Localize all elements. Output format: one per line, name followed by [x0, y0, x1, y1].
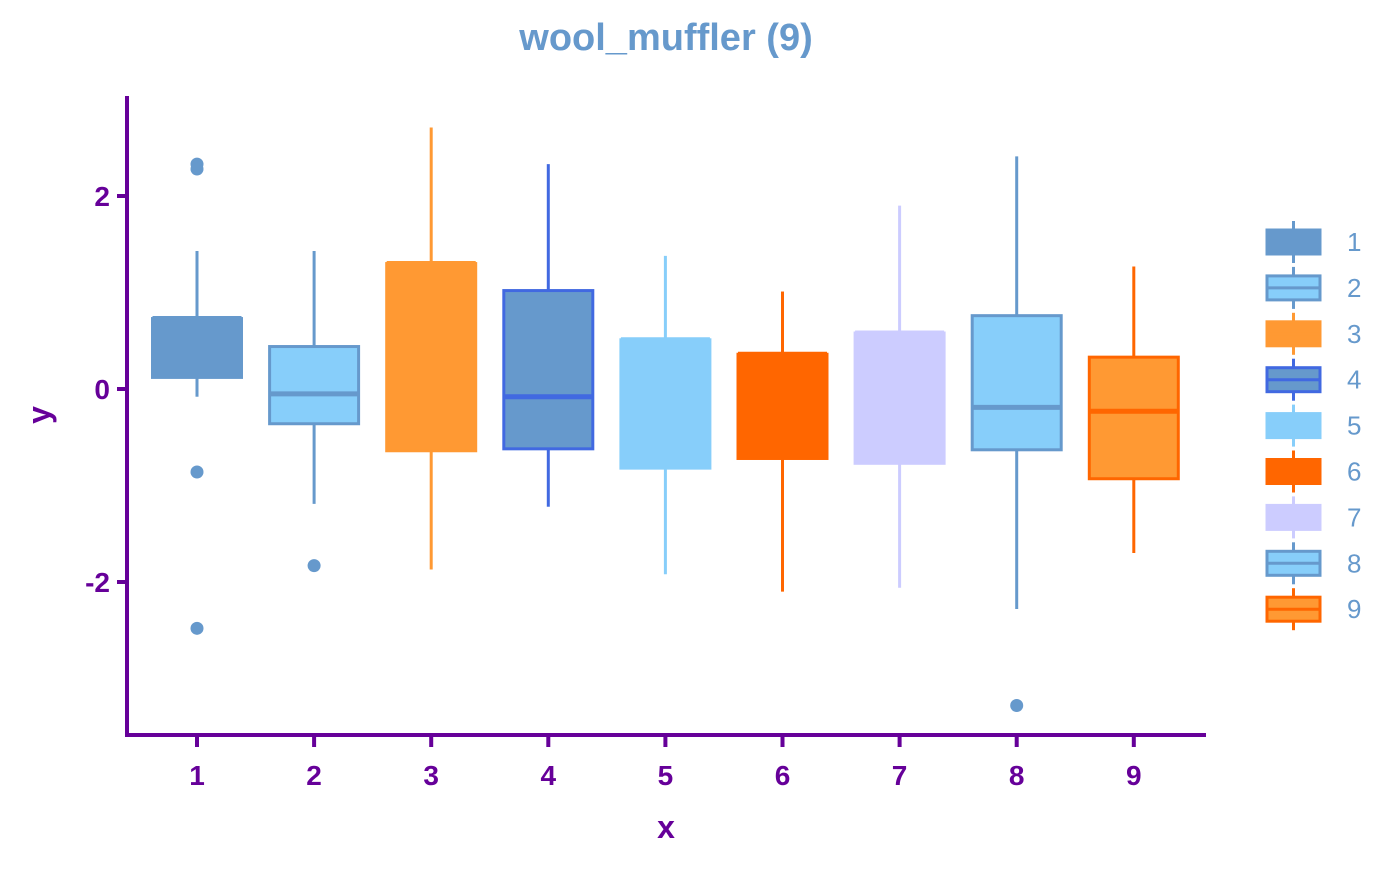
x-tick-label: 3	[423, 760, 439, 791]
y-tick-label: -2	[85, 567, 110, 598]
outlier-point	[190, 162, 204, 176]
legend-label: 7	[1347, 502, 1361, 532]
x-tick-label: 5	[658, 760, 674, 791]
y-tick-label: 2	[94, 181, 110, 212]
outlier-point	[190, 465, 204, 479]
x-tick-label: 1	[189, 760, 205, 791]
legend-item-8: 8	[1265, 542, 1361, 585]
x-tick-label: 8	[1009, 760, 1025, 791]
box-group-4	[502, 164, 595, 507]
legend-item-9: 9	[1265, 588, 1361, 631]
legend-item-2: 2	[1265, 266, 1361, 309]
box	[268, 345, 361, 426]
legend-item-6: 6	[1265, 450, 1361, 493]
x-axis-title: x	[657, 809, 675, 845]
legend: 1 2 3 4 5 6 7 8 9	[1265, 221, 1361, 631]
box	[736, 352, 829, 460]
box	[619, 338, 712, 470]
x-tick-label: 9	[1126, 760, 1142, 791]
outlier-point	[190, 621, 204, 635]
box	[151, 317, 243, 379]
x-axis-ticks: 1 2 3 4 5 6 7 8 9	[189, 735, 1142, 791]
legend-label: 3	[1347, 319, 1361, 349]
legend-item-1: 1	[1265, 221, 1361, 263]
x-tick-label: 7	[892, 760, 908, 791]
legend-label: 5	[1347, 411, 1361, 441]
box-group-8	[970, 156, 1063, 713]
box-group-5	[619, 255, 712, 575]
box-group-6	[736, 291, 829, 592]
box	[970, 314, 1063, 452]
box-group-1	[151, 157, 243, 635]
box	[1087, 355, 1180, 481]
y-axis-title: y	[21, 406, 57, 424]
legend-label: 9	[1347, 594, 1361, 624]
legend-label: 1	[1347, 227, 1361, 257]
y-tick-label: 0	[94, 374, 110, 405]
box	[502, 289, 595, 451]
legend-label: 8	[1347, 548, 1361, 578]
x-tick-label: 2	[306, 760, 322, 791]
legend-item-3: 3	[1265, 312, 1361, 355]
box-group-3	[385, 127, 478, 570]
legend-item-5: 5	[1265, 404, 1361, 447]
legend-item-4: 4	[1265, 358, 1361, 401]
outlier-point	[307, 559, 321, 573]
legend-label: 2	[1347, 273, 1361, 303]
chart-title: wool_muffler (9)	[518, 17, 812, 59]
y-axis-ticks: -2 0 2	[85, 181, 127, 598]
legend-label: 6	[1347, 457, 1361, 487]
plot-area	[151, 127, 1180, 713]
box-group-9	[1087, 266, 1180, 554]
x-tick-label: 4	[541, 760, 557, 791]
box-group-7	[853, 205, 946, 588]
legend-label: 4	[1347, 365, 1361, 395]
outlier-point	[1010, 699, 1024, 713]
box	[853, 331, 946, 465]
legend-item-7: 7	[1265, 496, 1361, 539]
box-group-2	[268, 251, 361, 573]
x-tick-label: 6	[775, 760, 791, 791]
box	[385, 262, 478, 453]
